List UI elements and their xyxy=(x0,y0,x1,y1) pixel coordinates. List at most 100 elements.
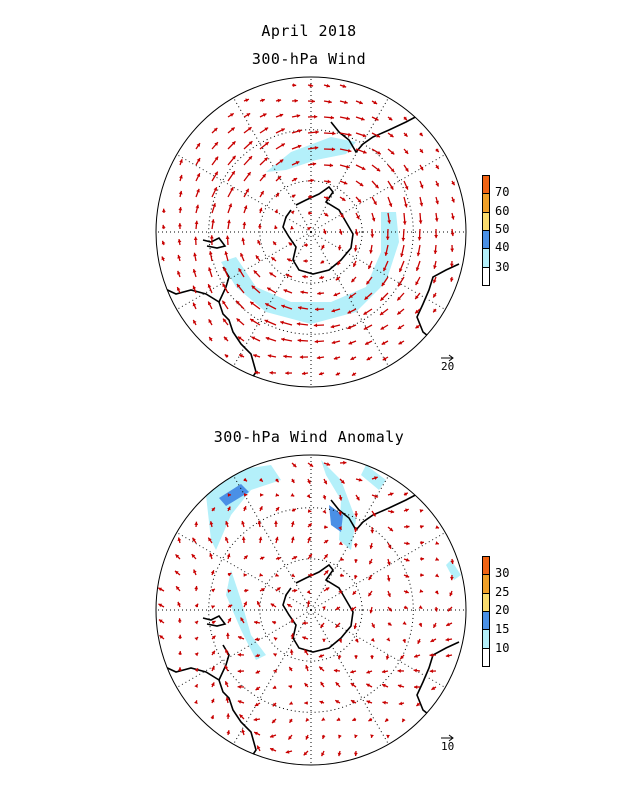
wind-arrow-head xyxy=(373,100,378,105)
colorbar-swatch xyxy=(482,266,490,286)
wind-arrow-head xyxy=(449,592,453,597)
colorbar-swatch xyxy=(482,647,490,667)
wind-arrow-head xyxy=(177,618,182,622)
wind-arrow-head xyxy=(346,164,350,169)
wind-arrow-head xyxy=(382,356,387,361)
wind-arrow-head xyxy=(450,215,455,220)
wind-arrow-head xyxy=(245,188,249,193)
colorbar-swatch xyxy=(482,248,490,268)
wind-arrow-head xyxy=(254,620,258,625)
wind-arrow-head xyxy=(224,354,229,359)
wind-arrow-head xyxy=(449,576,454,581)
wind-arrow-head xyxy=(192,537,196,542)
wind-arrow-head xyxy=(398,340,403,345)
wind-arrow-head xyxy=(387,622,392,626)
bottom-colorbar xyxy=(482,556,490,667)
wind-arrow-head xyxy=(331,147,336,152)
wind-arrow-head xyxy=(354,559,358,563)
wind-arrow-head xyxy=(178,651,182,655)
wind-arrow-head xyxy=(208,267,212,272)
wind-arrow-head xyxy=(158,603,163,608)
wind-arrow-head xyxy=(223,336,228,341)
wind-arrow-head xyxy=(413,668,417,673)
wind-arrow-head xyxy=(404,185,409,190)
wind-arrow-head xyxy=(398,268,403,272)
wind-arrow-head xyxy=(344,100,348,105)
wind-arrow-head xyxy=(322,230,327,235)
wind-arrow-head xyxy=(237,336,242,341)
coastline xyxy=(416,263,462,351)
wind-arrow-head xyxy=(306,227,311,231)
wind-arrow-head xyxy=(370,529,375,534)
wind-arrow-head xyxy=(445,653,450,658)
wind-arrow-head xyxy=(341,197,346,201)
wind-arrow-head xyxy=(316,355,321,360)
wind-arrow-head xyxy=(386,561,391,566)
wind-arrow-head xyxy=(209,337,213,341)
wind-arrow-head xyxy=(225,537,229,541)
wind-arrow-head xyxy=(280,320,284,325)
wind-arrow-head xyxy=(288,735,292,740)
wind-arrow-head xyxy=(386,577,391,582)
wind-arrow-head xyxy=(365,341,369,345)
wind-arrow-head xyxy=(270,734,274,738)
wind-arrow-head xyxy=(349,294,353,298)
wind-arrow-head xyxy=(366,280,370,285)
wind-arrow-head xyxy=(390,168,395,173)
wind-arrow-head xyxy=(237,669,242,674)
wind-arrow-head xyxy=(335,700,339,704)
colorbar-swatch xyxy=(482,556,490,576)
wind-arrow-head xyxy=(337,752,342,757)
wind-arrow-head xyxy=(337,246,342,251)
wind-arrow-head xyxy=(226,730,231,734)
wind-arrow-head xyxy=(193,569,197,574)
wind-arrow-head xyxy=(297,338,301,343)
wind-arrow-head xyxy=(354,232,359,236)
bottom-reference-vector-label: 10 xyxy=(441,740,455,753)
top-colorbar-label-70: 70 xyxy=(495,185,510,199)
wind-arrow-head xyxy=(308,211,312,215)
wind-arrow-head xyxy=(419,184,424,189)
wind-arrow-head xyxy=(253,717,258,722)
coastlines xyxy=(160,487,466,765)
bottom-wind-anomaly-map xyxy=(155,454,467,766)
wind-arrow-head xyxy=(385,718,389,722)
wind-arrow-head xyxy=(209,553,213,557)
wind-arrow-head xyxy=(435,148,439,153)
wind-arrow-head xyxy=(432,279,437,284)
colorbar-swatch xyxy=(482,611,490,631)
wind-arrow-head xyxy=(214,142,218,146)
wind-arrow-head xyxy=(291,573,295,577)
wind-arrow-head xyxy=(296,114,301,118)
wind-arrow-head xyxy=(309,195,313,199)
wind-arrow-head xyxy=(388,116,393,121)
map-boundary xyxy=(155,454,467,766)
wind-arrow-head xyxy=(385,656,390,660)
wind-arrow-head xyxy=(386,637,390,642)
wind-arrow-head xyxy=(290,633,295,637)
top-wind-map xyxy=(155,76,467,388)
wind-arrow-head xyxy=(405,508,409,513)
wind-arrow-head xyxy=(277,176,282,180)
wind-speed-contour xyxy=(266,137,356,172)
wind-arrow-head xyxy=(434,608,439,612)
wind-arrow-head xyxy=(397,296,401,301)
wind-arrow-head xyxy=(398,701,403,706)
wind-arrow-head xyxy=(176,586,180,590)
wind-arrow-head xyxy=(354,734,358,738)
wind-arrow-head xyxy=(406,541,410,546)
wind-arrow-head xyxy=(435,200,439,205)
wind-arrow-head xyxy=(320,624,324,628)
wind-arrow-head xyxy=(314,339,319,344)
wind-arrow-head xyxy=(196,173,201,177)
wind-arrow-head xyxy=(211,650,215,655)
wind-arrow-head xyxy=(369,249,373,254)
wind-arrow-head xyxy=(299,355,304,360)
bottom-colorbar-label-25: 25 xyxy=(495,585,510,599)
wind-arrow-head xyxy=(260,191,264,195)
wind-arrow-head xyxy=(338,734,342,739)
wind-arrow-head xyxy=(369,560,373,565)
wind-arrow-head xyxy=(289,649,294,653)
wind-anomaly-vectors xyxy=(157,460,455,757)
wind-arrow-head xyxy=(370,234,375,238)
